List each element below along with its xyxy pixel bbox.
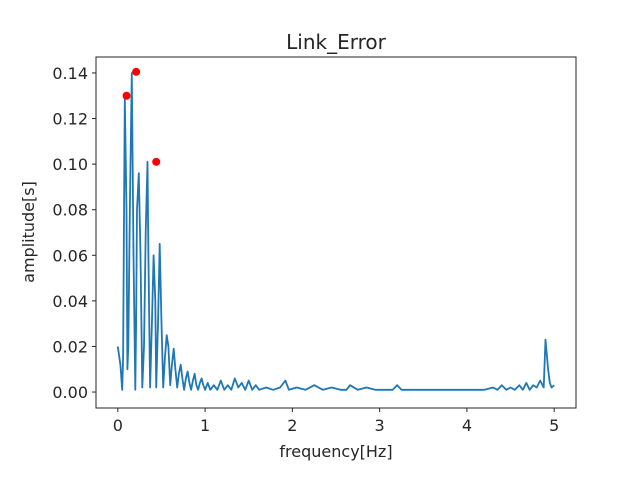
- plot-frame: [95, 56, 577, 409]
- x-tick-label: 1: [200, 416, 210, 435]
- y-tick-label: 0.04: [52, 292, 88, 311]
- x-axis-label: frequency[Hz]: [279, 442, 392, 461]
- y-tick-label: 0.12: [52, 110, 88, 129]
- y-tick-label: 0.10: [52, 155, 88, 174]
- x-ticks: 0 1 2 3 4 5: [113, 408, 559, 435]
- y-tick-label: 0.02: [52, 337, 88, 356]
- series-layer: [116, 72, 555, 391]
- peaks-layer: [122, 67, 161, 166]
- y-tick-label: 0.14: [52, 64, 88, 83]
- y-tick-label: 0.00: [52, 383, 88, 402]
- series-line-0: [116, 72, 555, 391]
- peak-marker-2: [152, 157, 161, 166]
- y-tick-label: 0.06: [52, 246, 88, 265]
- y-axis-label: amplitude[s]: [19, 181, 38, 283]
- x-tick-label: 5: [549, 416, 559, 435]
- x-tick-label: 0: [113, 416, 123, 435]
- chart-title: Link_Error: [286, 30, 386, 54]
- x-tick-label: 2: [287, 416, 297, 435]
- x-tick-label: 3: [375, 416, 385, 435]
- x-tick-label: 4: [462, 416, 472, 435]
- peak-marker-1: [132, 67, 141, 76]
- peak-marker-0: [122, 91, 131, 100]
- y-tick-label: 0.08: [52, 201, 88, 220]
- y-ticks: 0.00 0.02 0.04 0.06 0.08 0.10 0.12 0.14: [52, 64, 96, 402]
